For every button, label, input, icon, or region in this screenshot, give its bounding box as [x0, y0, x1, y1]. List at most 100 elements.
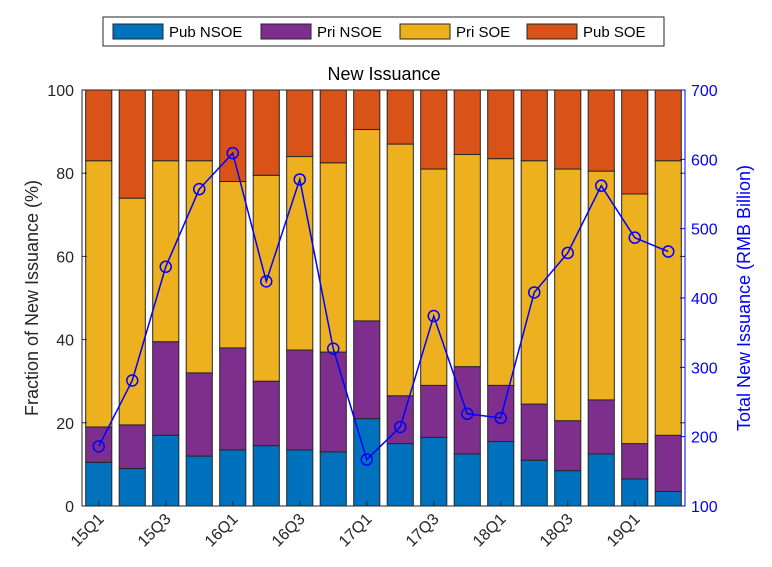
bar-segment-pub-soe-18q1	[487, 89, 515, 160]
x-tick-label: 16Q3	[269, 511, 309, 551]
total-issuance-point-17q1	[360, 453, 373, 466]
bar-segment-pri-soe-15q2	[118, 197, 146, 426]
total-issuance-point-15q1	[92, 440, 105, 453]
x-tick-label: 16Q1	[202, 511, 242, 551]
bar-segment-pub-soe-17q4	[453, 89, 481, 155]
legend-swatch-pri-nsoe	[260, 23, 312, 40]
y-tick-label: 20	[56, 416, 74, 433]
bar-segment-pri-nsoe-19q1	[621, 443, 649, 480]
bar-segment-pub-soe-18q3	[554, 89, 582, 170]
bar-segment-pub-nsoe-18q2	[520, 459, 548, 507]
bar-segment-pri-soe-18q1	[487, 158, 515, 386]
bar-segment-pri-soe-17q2	[386, 143, 414, 397]
bar-segment-pri-nsoe-15q3	[152, 341, 180, 436]
x-axis: 15Q1 15Q3 16Q1 16Q3 17Q1 17Q3 18Q1 18Q3 19Q1	[68, 501, 644, 551]
bar-segment-pri-nsoe-17q1	[353, 320, 381, 420]
total-issuance-point-18q4	[595, 179, 608, 192]
y2-axis-label: Total New Issuance (RMB Billion)	[734, 165, 754, 431]
bar-segment-pub-nsoe-16q1	[219, 449, 247, 507]
bar-segment-pri-nsoe-18q2	[520, 403, 548, 461]
total-issuance-point-18q2	[528, 286, 541, 299]
bar-segment-pub-nsoe-18q4	[587, 453, 615, 507]
total-issuance-point-15q2	[126, 374, 139, 387]
bar-segment-pub-nsoe-17q2	[386, 443, 414, 507]
total-issuance-point-17q4	[461, 407, 474, 421]
bar-segment-pub-nsoe-16q3	[286, 449, 314, 507]
bar-segment-pub-soe-15q4	[185, 89, 213, 162]
bar-segment-pri-soe-16q3	[286, 156, 314, 351]
right-axis: 100 200 300 400 500 600 700	[680, 83, 718, 516]
bar-segment-pub-soe-17q3	[420, 89, 448, 170]
legend-swatch-pri-soe	[399, 23, 451, 40]
total-issuance-point-16q1	[226, 146, 239, 160]
y2-tick-label: 500	[691, 222, 718, 239]
legend-swatch-pub-nsoe	[112, 23, 164, 40]
x-tick-label: 15Q3	[135, 511, 175, 551]
bar-segment-pri-soe-17q3	[420, 168, 448, 386]
total-issuance-point-19q1	[628, 231, 641, 244]
x-tick-label: 18Q1	[470, 511, 510, 551]
legend-label-pri-soe: Pri SOE	[456, 24, 510, 41]
bar-segment-pri-nsoe-16q3	[286, 349, 314, 451]
total-issuance-point-16q4	[327, 342, 340, 355]
bar-segment-pri-nsoe-18q3	[554, 420, 582, 472]
total-issuance-point-19q2	[662, 245, 675, 258]
left-axis: 0 20 40 60 80 100	[47, 83, 685, 516]
x-tick-label: 17Q3	[403, 511, 443, 551]
bar-segment-pri-soe-15q4	[185, 160, 213, 374]
y2-tick-label: 200	[691, 430, 718, 447]
y-axis-label: Fraction of New Issuance (%)	[22, 180, 42, 416]
bar-segment-pub-nsoe-17q4	[453, 453, 481, 507]
bars-group	[85, 89, 682, 507]
bar-segment-pub-soe-17q2	[386, 89, 414, 145]
bar-segment-pub-soe-18q4	[587, 89, 615, 172]
bar-segment-pri-nsoe-18q1	[487, 384, 515, 443]
bar-segment-pub-soe-19q2	[654, 89, 682, 162]
bar-segment-pri-nsoe-15q2	[118, 424, 146, 470]
bar-segment-pri-nsoe-16q2	[252, 380, 280, 447]
bar-segment-pri-soe-15q1	[85, 160, 113, 428]
bar-segment-pri-nsoe-15q1	[85, 426, 113, 463]
total-issuance-line	[98, 151, 669, 461]
bar-segment-pri-nsoe-18q4	[587, 399, 615, 455]
bar-segment-pri-nsoe-19q2	[654, 434, 682, 492]
x-tick-label: 18Q3	[537, 511, 577, 551]
bar-segment-pub-soe-15q1	[85, 89, 113, 162]
bar-segment-pri-nsoe-16q4	[319, 351, 347, 453]
total-issuance-point-17q3	[427, 309, 440, 323]
bar-segment-pub-soe-18q2	[520, 89, 548, 162]
y-tick-label: 40	[56, 333, 74, 350]
bar-segment-pub-nsoe-15q2	[118, 468, 146, 507]
bar-segment-pub-nsoe-15q1	[85, 461, 113, 507]
y2-tick-label: 600	[691, 152, 718, 169]
legend-label-pri-nsoe: Pri NSOE	[317, 24, 382, 41]
bar-segment-pub-nsoe-18q3	[554, 470, 582, 507]
bar-segment-pub-soe-15q3	[152, 89, 180, 162]
bar-segment-pri-soe-17q4	[453, 153, 481, 368]
legend-swatch-pub-soe	[526, 23, 578, 40]
bar-segment-pub-soe-19q1	[621, 89, 649, 195]
bar-segment-pub-soe-16q3	[286, 89, 314, 158]
total-issuance-point-15q4	[193, 182, 206, 196]
bar-segment-pub-nsoe-17q3	[420, 436, 448, 507]
x-tick-label: 17Q1	[336, 511, 376, 551]
bar-segment-pub-soe-16q4	[319, 89, 347, 164]
bar-segment-pub-nsoe-15q3	[152, 434, 180, 507]
y2-tick-label: 700	[691, 83, 718, 100]
legend: Pub NSOE Pri NSOE Pri SOE Pub SOE	[102, 16, 665, 47]
bar-segment-pri-soe-18q3	[554, 168, 582, 422]
y2-tick-label: 100	[691, 499, 718, 516]
bar-segment-pub-nsoe-16q2	[252, 445, 280, 507]
bar-segment-pri-soe-17q1	[353, 129, 381, 322]
total-issuance-point-18q3	[561, 246, 574, 260]
total-issuance-point-16q2	[260, 275, 273, 288]
bar-segment-pub-soe-17q1	[353, 89, 381, 131]
bar-segment-pri-soe-19q1	[621, 193, 649, 445]
legend-label-pub-soe: Pub SOE	[583, 24, 646, 41]
bar-segment-pub-soe-15q2	[118, 89, 146, 199]
bar-segment-pub-nsoe-19q2	[654, 490, 682, 507]
x-tick-label: 15Q1	[68, 511, 108, 551]
bar-segment-pri-soe-15q3	[152, 160, 180, 343]
bar-segment-pub-nsoe-18q1	[487, 441, 515, 507]
